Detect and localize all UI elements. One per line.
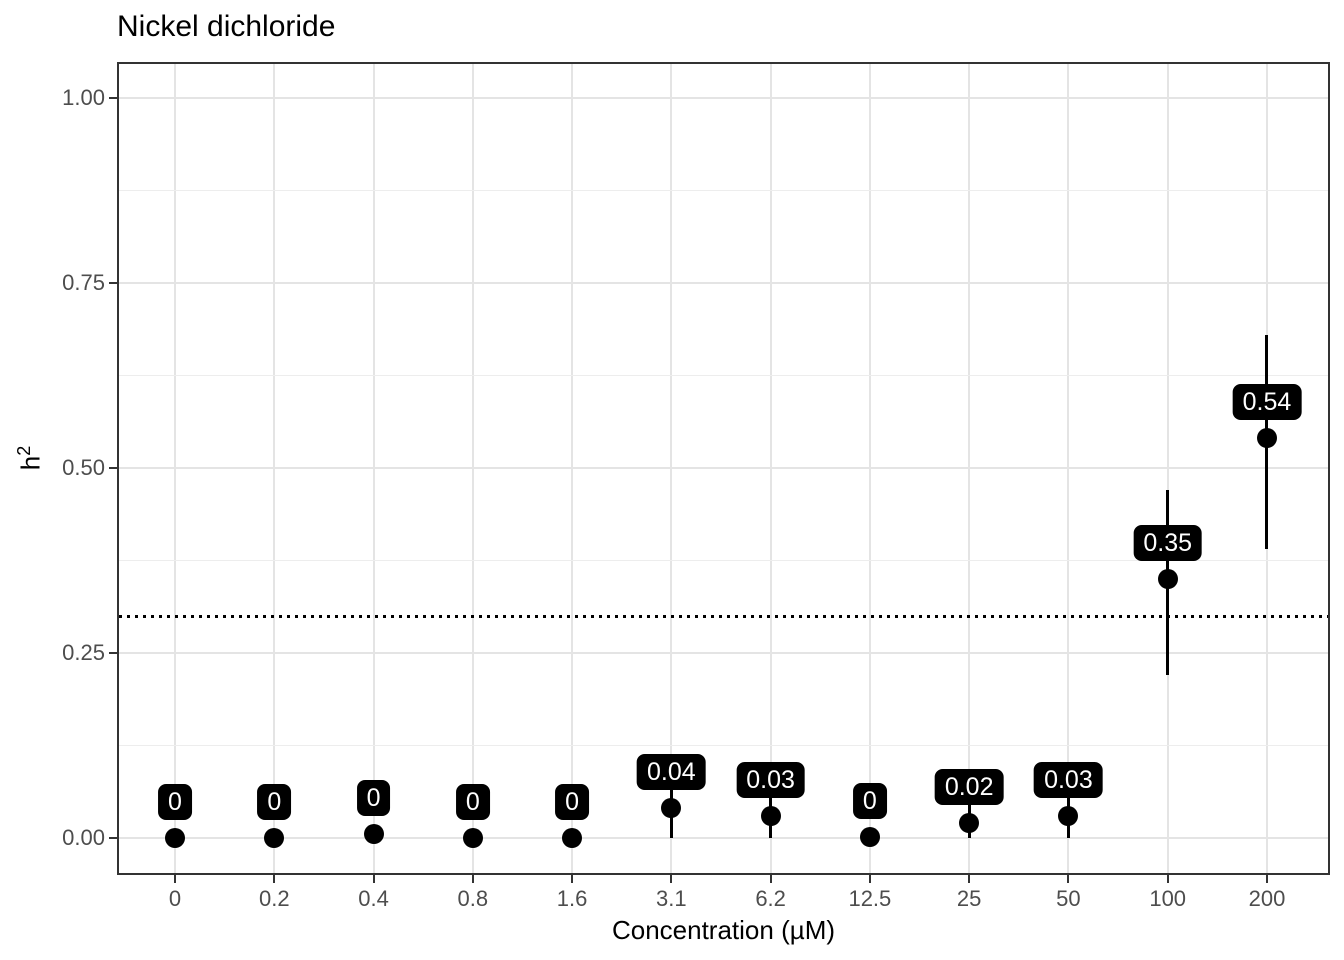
gridline-horizontal-minor <box>119 190 1328 191</box>
x-axis-tick-label: 1.6 <box>556 886 588 911</box>
reference-line <box>119 614 1328 618</box>
gridline-horizontal-major <box>119 282 1328 284</box>
value-label: 0 <box>158 784 192 820</box>
y-axis-tick <box>109 282 117 284</box>
x-axis-tick <box>273 875 276 883</box>
x-axis-tick <box>174 875 176 883</box>
y-axis-tick-label: 0.75 <box>62 270 105 295</box>
x-axis-tick <box>471 875 474 883</box>
value-label: 0 <box>257 784 292 820</box>
value-label: 0.35 <box>1133 525 1203 561</box>
x-axis-tick-label: 200 <box>1248 886 1286 911</box>
gridline-horizontal-minor <box>119 745 1328 746</box>
x-axis-title: Concentration (µM) <box>611 915 836 945</box>
x-axis-tick-label: 25 <box>956 886 982 911</box>
x-axis-tick <box>1265 875 1268 883</box>
value-label: 0 <box>356 780 391 817</box>
x-axis-tick-label: 0.8 <box>457 886 489 911</box>
y-axis-tick <box>109 837 117 839</box>
data-point <box>661 798 682 819</box>
gridline-horizontal-major <box>119 652 1328 654</box>
x-axis-tick <box>769 875 772 883</box>
x-axis-tick <box>968 875 971 883</box>
gridline-horizontal-major <box>119 97 1328 99</box>
x-axis-tick <box>571 875 574 883</box>
value-label: 0.02 <box>934 769 1004 806</box>
y-axis-tick <box>109 467 117 469</box>
data-point <box>1256 428 1277 449</box>
y-axis-tick-label: 1.00 <box>62 85 105 110</box>
value-label: 0.03 <box>736 761 805 798</box>
gridline-horizontal-minor <box>119 375 1328 376</box>
y-axis-tick <box>109 97 117 99</box>
x-axis-tick <box>1166 875 1169 883</box>
data-point <box>859 826 880 847</box>
data-point <box>562 828 583 848</box>
plot-title: Nickel dichloride <box>117 10 336 43</box>
value-label: 0.54 <box>1232 384 1302 421</box>
x-axis-tick <box>670 875 673 883</box>
data-point <box>462 828 483 848</box>
x-axis-tick-label: 100 <box>1149 886 1187 911</box>
data-point <box>363 824 384 845</box>
value-label: 0.03 <box>1034 761 1103 798</box>
x-axis-tick-label: 12.5 <box>848 886 892 911</box>
data-point <box>959 813 980 834</box>
data-point <box>264 828 285 848</box>
x-axis-tick-label: 0.2 <box>258 886 290 911</box>
data-point <box>165 828 185 848</box>
plot-panel: 0 0 0 0 0 0.04 0.03 0 0.02 0.03 0.35 0.54 <box>117 62 1330 875</box>
gridline-horizontal-minor <box>119 560 1328 561</box>
x-axis-tick-label: 0.4 <box>358 886 389 911</box>
x-axis-tick-label: 0 <box>168 886 182 911</box>
x-axis-tick-label: 6.2 <box>755 886 786 911</box>
data-point <box>1058 805 1079 826</box>
value-label: 0 <box>455 784 490 820</box>
y-axis-tick-label: 0.00 <box>62 825 105 850</box>
data-point <box>760 805 781 826</box>
data-point <box>1157 569 1178 589</box>
gridline-horizontal-major <box>119 467 1328 469</box>
x-axis-tick-label: 50 <box>1056 886 1081 911</box>
y-axis-tick-label: 0.25 <box>62 640 105 665</box>
value-label: 0.04 <box>637 754 706 791</box>
value-label: 0 <box>852 782 887 819</box>
x-axis-tick <box>868 875 871 883</box>
y-axis-tick-label: 0.50 <box>62 455 105 480</box>
gridline-horizontal-major <box>119 837 1328 839</box>
x-axis-tick <box>1067 875 1070 883</box>
x-axis-tick-label: 3.1 <box>656 886 687 911</box>
x-axis-tick <box>372 875 375 883</box>
value-label: 0 <box>555 784 590 820</box>
y-axis-tick <box>109 652 117 654</box>
